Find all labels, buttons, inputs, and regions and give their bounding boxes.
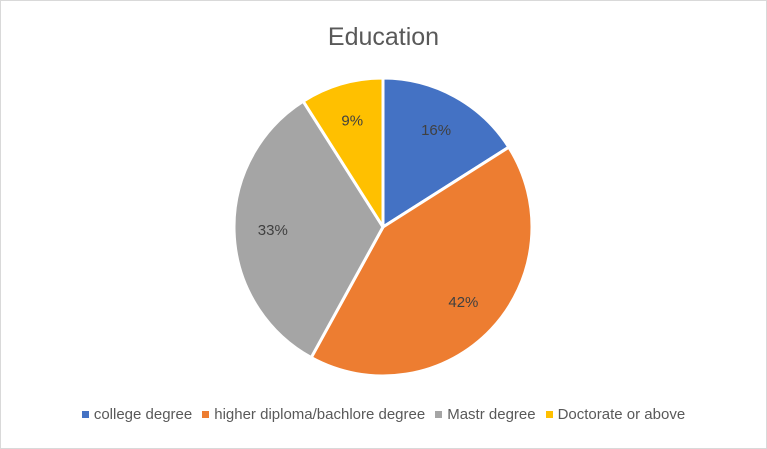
- legend: college degree higher diploma/bachlore de…: [1, 406, 766, 423]
- data-label-mastr-degree: 33%: [258, 222, 288, 239]
- pie-slice-college-degree: [381, 76, 511, 229]
- legend-label-doctorate-or-above: Doctorate or above: [557, 406, 686, 423]
- legend-label-higher-diploma-bachlore-degree: higher diploma/bachlore degree: [214, 406, 426, 423]
- pie-slice-higher-diploma-bachlore-degree: [309, 145, 534, 378]
- legend-item-higher-diploma-bachlore-degree: higher diploma/bachlore degree: [202, 406, 425, 423]
- data-label-doctorate-or-above: 9%: [341, 113, 363, 130]
- legend-label-mastr-degree: Mastr degree: [447, 406, 536, 423]
- legend-swatch-college-degree: [81, 411, 89, 418]
- legend-item-college-degree: college degree: [81, 406, 193, 423]
- legend-swatch-doctorate-or-above: [545, 411, 553, 418]
- legend-item-doctorate-or-above: Doctorate or above: [545, 406, 686, 423]
- pie-slice-doctorate-or-above: [301, 76, 385, 229]
- legend-swatch-higher-diploma-bachlore-degree: [202, 411, 210, 418]
- data-label-higher-diploma-bachlore-degree: 42%: [448, 294, 478, 311]
- legend-label-college-degree: college degree: [93, 406, 193, 423]
- legend-swatch-mastr-degree: [435, 411, 443, 418]
- chart-title: Education: [327, 23, 440, 51]
- legend-item-mastr-degree: Mastr degree: [435, 406, 536, 423]
- data-label-college-degree: 16%: [421, 122, 451, 139]
- pie-slice-mastr-degree: [232, 99, 385, 360]
